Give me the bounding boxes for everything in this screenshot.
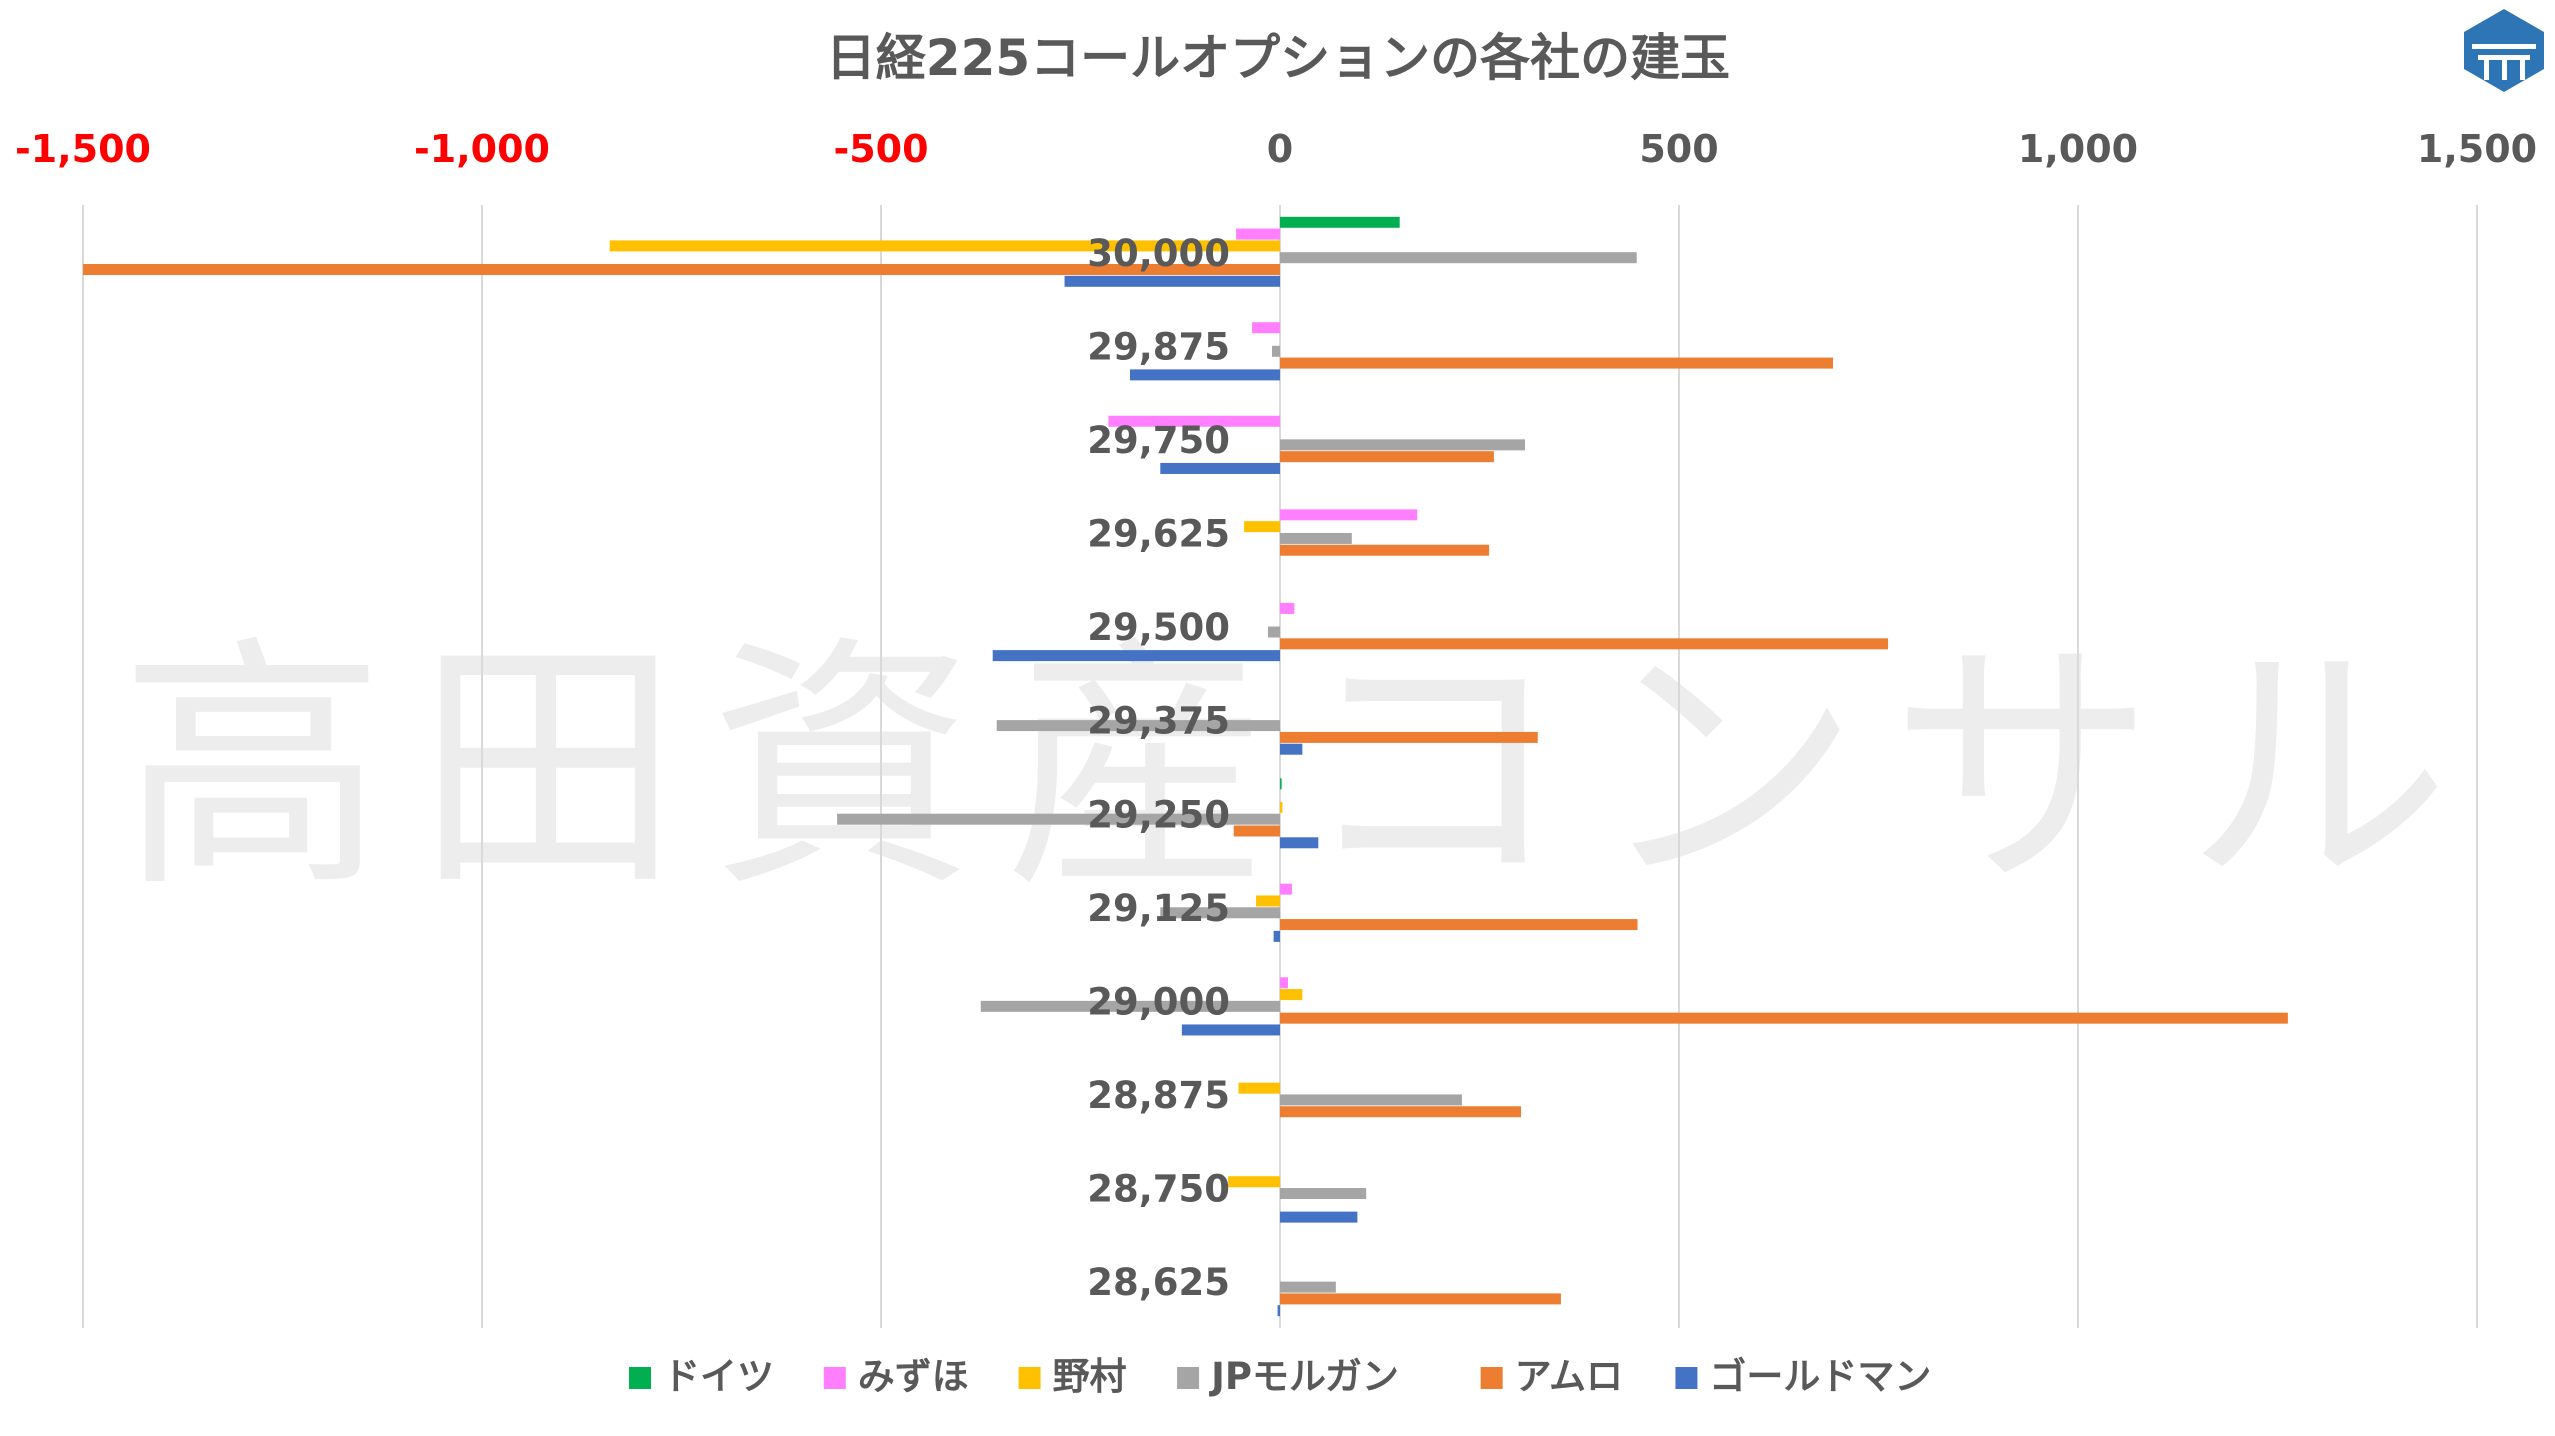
- bar: [1277, 1305, 1280, 1317]
- bar: [1280, 1211, 1358, 1223]
- category-label: 29,375: [1087, 700, 1230, 743]
- category-label: 29,250: [1087, 793, 1230, 836]
- bar: [83, 263, 1280, 275]
- bar: [1280, 638, 1889, 650]
- legend-swatch: [1177, 1367, 1200, 1389]
- legend-label: ゴールドマン: [1709, 1355, 1931, 1398]
- chart-title: 日経225コールオプションの各社の建玉: [826, 29, 1730, 87]
- bar: [1280, 977, 1288, 989]
- legend: ドイツ みずほ 野村 JPモルガン アムロ ゴールドマン: [629, 1355, 1931, 1398]
- bars: [83, 216, 2288, 1317]
- legend-label: ドイツ: [663, 1355, 774, 1398]
- bar: [1268, 626, 1280, 638]
- category-label: 28,750: [1087, 1168, 1230, 1211]
- legend-swatch: [1480, 1367, 1503, 1389]
- bar: [1280, 1094, 1462, 1106]
- category-label: 28,875: [1087, 1074, 1230, 1117]
- bar: [1272, 345, 1280, 357]
- category-label: 28,625: [1087, 1261, 1230, 1304]
- category-label: 29,500: [1087, 606, 1230, 649]
- legend-label: アムロ: [1515, 1355, 1623, 1398]
- bar: [1280, 544, 1490, 556]
- legend-label: みずほ: [858, 1355, 969, 1398]
- bar: [1280, 778, 1282, 790]
- bar: [1280, 216, 1400, 228]
- legend-label: 野村: [1053, 1355, 1127, 1398]
- x-tick-label: -1,000: [414, 127, 550, 171]
- bar: [1160, 462, 1280, 474]
- bar: [1280, 532, 1352, 544]
- bar: [996, 720, 1280, 732]
- x-tick-label: 1,500: [2417, 127, 2537, 171]
- bar: [1280, 1106, 1521, 1118]
- bar: [1160, 907, 1280, 919]
- bar: [1273, 930, 1280, 942]
- x-tick-label: -500: [833, 127, 928, 171]
- category-label: 29,000: [1087, 980, 1230, 1023]
- bar: [1181, 1024, 1280, 1036]
- legend-swatch: [1675, 1367, 1698, 1389]
- watermark-text: 高田資産コンサル: [120, 615, 2480, 923]
- bar: [1280, 743, 1303, 755]
- x-tick-label: 0: [1267, 127, 1293, 171]
- category-label: 29,750: [1087, 419, 1230, 462]
- legend-swatch: [629, 1367, 652, 1389]
- bar: [1280, 451, 1494, 463]
- bar: [1252, 322, 1280, 334]
- bar: [1280, 252, 1637, 264]
- legend-swatch: [1018, 1367, 1041, 1389]
- bar: [1280, 989, 1303, 1001]
- category-label: 29,125: [1087, 887, 1230, 930]
- bar: [1233, 825, 1280, 837]
- bar: [1280, 1293, 1561, 1305]
- bar: [1280, 1281, 1336, 1293]
- bar: [837, 813, 1280, 825]
- legend-label: JPモルガン: [1208, 1355, 1399, 1398]
- bar: [609, 240, 1280, 252]
- bar: [1280, 439, 1525, 451]
- bar: [1228, 1176, 1280, 1188]
- x-tick-label: 500: [1639, 127, 1718, 171]
- bar: [1064, 275, 1280, 287]
- bar: [1238, 1082, 1280, 1094]
- bar: [1280, 883, 1292, 895]
- gridlines: [82, 205, 2478, 1328]
- category-label: 29,625: [1087, 513, 1230, 556]
- bar: [1280, 602, 1295, 614]
- bar: [1256, 895, 1280, 907]
- category-label: 29,875: [1087, 325, 1230, 368]
- bar: [992, 650, 1280, 662]
- x-tick-label: 1,000: [2018, 127, 2138, 171]
- bar: [1280, 731, 1538, 743]
- x-axis-tick-labels: -1,500 -1,000 -500 0 500 1,000 1,500: [15, 127, 2537, 171]
- bar: [1129, 369, 1280, 381]
- y-axis-category-labels: 30,000 29,875 29,750 29,625 29,500 29,375 29,2…: [1087, 232, 1230, 1304]
- bar: [1236, 228, 1280, 240]
- bar: [1280, 837, 1319, 849]
- bar: [1244, 521, 1280, 533]
- legend-swatch: [823, 1367, 846, 1389]
- bar: [1280, 1012, 2288, 1024]
- bar: [1280, 919, 1638, 931]
- category-label: 30,000: [1087, 232, 1230, 275]
- bar: [1280, 357, 1834, 369]
- bar: [1280, 1188, 1367, 1200]
- bar: [1280, 801, 1283, 813]
- logo-icon: [2464, 9, 2544, 92]
- bar: [1280, 509, 1418, 521]
- bar: [980, 1000, 1280, 1012]
- x-tick-label: -1,500: [15, 127, 151, 171]
- bar: [1108, 415, 1280, 427]
